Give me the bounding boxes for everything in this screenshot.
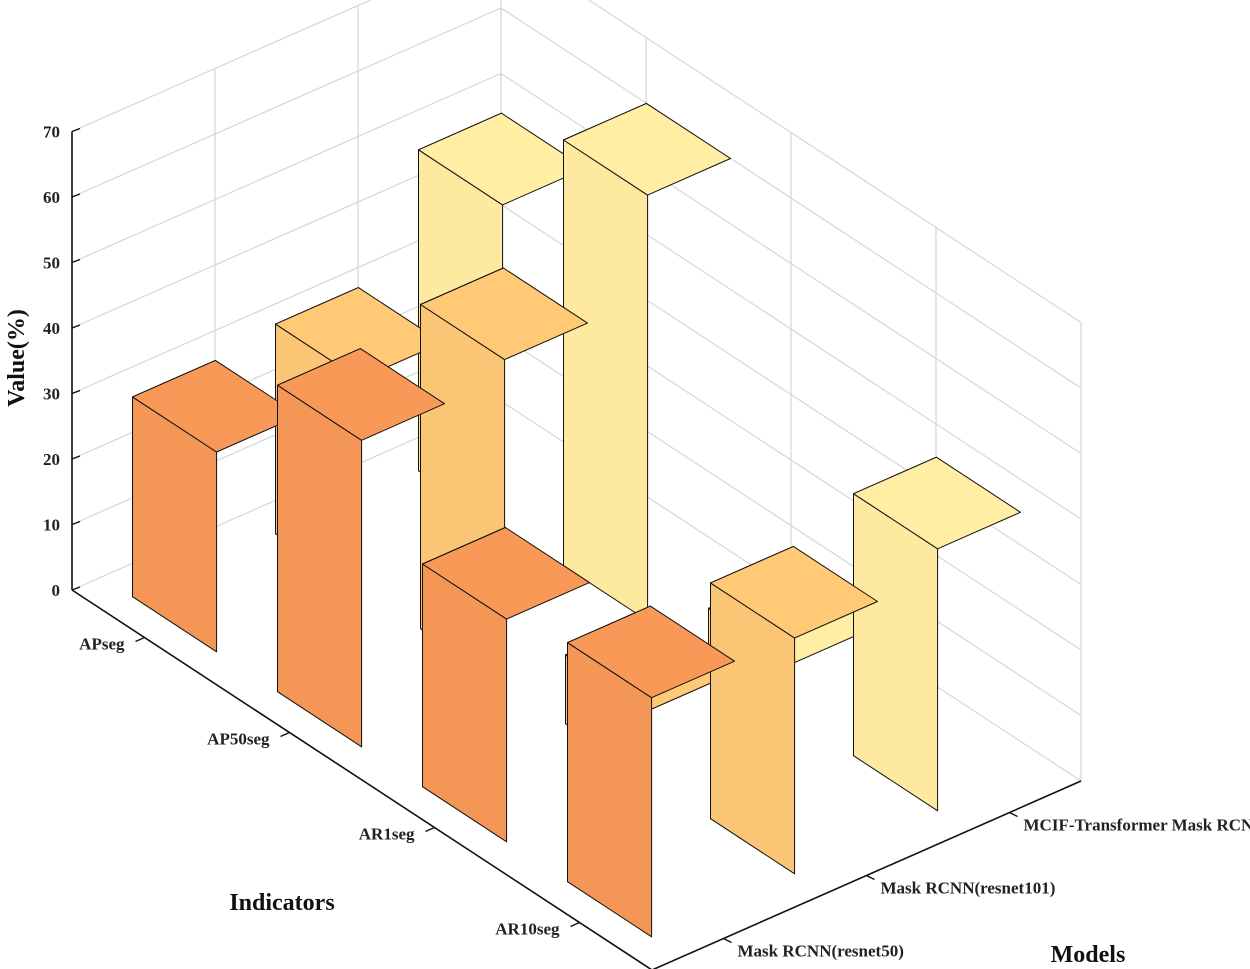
bar-face-front <box>563 139 649 622</box>
axes-layer <box>71 127 1082 969</box>
bar-AR10seg-MCIF-Transformer Mask RCNN <box>853 456 1021 812</box>
z-tick <box>71 258 81 264</box>
z-tick-label-0: 0 <box>52 581 61 600</box>
z-tick-label-60: 60 <box>43 188 60 207</box>
bar-AP50seg-MCIF-Transformer Mask RCNN <box>563 102 731 622</box>
bar-APseg-Mask RCNN(resnet50) <box>132 359 300 653</box>
bar-face-top <box>563 102 731 196</box>
z-tick-label-30: 30 <box>43 385 60 404</box>
bar-AP50seg-Mask RCNN(resnet50) <box>277 348 445 748</box>
x-tick-label-AP50seg: AP50seg <box>207 730 270 749</box>
bar-AR10seg-Mask RCNN(resnet50) <box>567 605 735 938</box>
z-tick <box>71 520 81 526</box>
y-axis-title: Models <box>1051 942 1126 968</box>
bar-face-top <box>277 348 445 441</box>
bar-face-front <box>277 384 363 748</box>
x-tick-label-APseg: APseg <box>79 635 125 654</box>
x-tick <box>570 921 580 928</box>
z-tick-label-50: 50 <box>43 254 60 273</box>
y-tick-label-1: Mask RCNN(resnet101) <box>881 879 1056 898</box>
z-tick <box>71 193 81 198</box>
bar-face-top <box>710 545 878 639</box>
y-tick-label-0: Mask RCNN(resnet50) <box>738 942 904 961</box>
y-tick-label-2: MCIF-Transformer Mask RCNN <box>1024 816 1250 835</box>
z-tick-label-10: 10 <box>43 516 60 535</box>
x-tick <box>280 731 290 738</box>
z-tick <box>71 455 81 460</box>
z-tick <box>71 389 81 395</box>
bar-AR10seg-Mask RCNN(resnet101) <box>710 545 878 875</box>
bar-face-front <box>853 493 939 812</box>
z-tick <box>71 586 81 591</box>
x-tick <box>135 636 145 643</box>
y-tick <box>866 874 875 881</box>
z-tick <box>71 127 81 133</box>
labels-layer: 0 10 20 30 40 50 60 70 APseg AP50seg AR1seg AR10seg… <box>4 123 1250 969</box>
z-tick <box>71 324 81 329</box>
z-axis-title: Value(%) <box>4 309 30 407</box>
x-tick-label-AR1seg: AR1seg <box>359 825 415 844</box>
y-tick <box>1009 811 1018 818</box>
z-tick-label-70: 70 <box>43 123 60 142</box>
y-tick <box>723 937 732 944</box>
bar-face-top <box>567 605 735 699</box>
bar-face-top <box>422 527 590 620</box>
z-tick-label-40: 40 <box>43 319 60 338</box>
bars-layer <box>132 102 1021 938</box>
x-axis-line <box>71 589 652 969</box>
bar-face-top <box>853 456 1021 550</box>
x-axis-title: Indicators <box>229 890 334 916</box>
bar-face-top <box>420 267 588 361</box>
x-tick <box>425 826 435 833</box>
z-tick-label-20: 20 <box>43 450 60 469</box>
x-tick-label-AR10seg: AR10seg <box>495 920 560 939</box>
bar-AR1seg-Mask RCNN(resnet50) <box>422 527 590 843</box>
